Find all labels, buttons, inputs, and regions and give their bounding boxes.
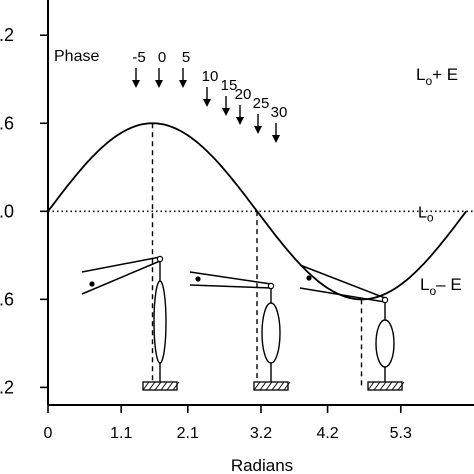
- hatch-line: [283, 381, 291, 391]
- hatch-line: [385, 381, 393, 391]
- phase-label: 0: [158, 49, 166, 66]
- phase-label: 25: [253, 95, 270, 112]
- x-tick-label: 0: [44, 425, 53, 442]
- y-tick-label: .2: [0, 377, 14, 397]
- phase-arrowhead: [254, 126, 262, 134]
- sine-curve: [47, 122, 467, 301]
- upper-label: Lo+ E: [416, 65, 458, 88]
- x-tick-label: 1.1: [110, 425, 132, 442]
- phase-arrowhead: [236, 117, 244, 125]
- hatch-line: [154, 381, 162, 391]
- attachment-point: [156, 255, 164, 263]
- hatch-line: [172, 381, 180, 391]
- hatch-line: [142, 381, 150, 391]
- x-tick-label: 3.2: [250, 425, 272, 442]
- hatch-line: [373, 381, 381, 391]
- y-tick-label: .6: [0, 289, 14, 309]
- lever-lower-edge: [189, 284, 272, 289]
- phase-title: Phase: [54, 48, 99, 65]
- y-tick-label: .2: [0, 25, 14, 45]
- phase-arrowhead: [132, 80, 140, 88]
- base-plate: [253, 381, 289, 391]
- pivot-dot: [195, 276, 201, 282]
- x-axis-label: Radians: [231, 456, 293, 474]
- x-tick-label: 5.3: [390, 425, 412, 442]
- lever-upper-edge: [299, 264, 386, 299]
- x-tick-label: 2.1: [177, 425, 199, 442]
- tick-group: 0 1.1 2.1 3.2 4.2 5.3 .2 .6 .0 .6 .2: [0, 25, 412, 442]
- lever-upper-edge: [81, 256, 161, 273]
- side-labels: Lo+ E Lo– E: [416, 65, 462, 298]
- phase-label: 15: [221, 77, 238, 94]
- attachment-point: [267, 282, 275, 290]
- pivot-dot: [306, 275, 312, 281]
- phase-label: 10: [202, 68, 219, 85]
- muscle-body: [375, 319, 395, 368]
- lever-lower-edge: [299, 287, 386, 303]
- phase-arrowhead: [203, 99, 211, 107]
- lever-lower-edge: [81, 260, 161, 295]
- hatch-line: [277, 381, 285, 391]
- illustration-left: [81, 255, 180, 391]
- attachment-point: [381, 296, 389, 304]
- phase-label: 30: [271, 104, 288, 121]
- hatch-line: [379, 381, 387, 391]
- y-tick-label: .0: [0, 201, 14, 221]
- y-tick-label: .6: [0, 113, 14, 133]
- phase-arrowhead: [155, 80, 163, 88]
- drop-lines: [151, 123, 363, 388]
- phase-label: -5: [132, 49, 145, 66]
- base-plate: [367, 381, 403, 391]
- hatch-line: [148, 381, 156, 391]
- phase-label: 20: [235, 86, 252, 103]
- base-plate: [142, 381, 178, 391]
- phase-label: 5: [182, 49, 190, 66]
- phase-arrowhead: [179, 80, 187, 88]
- hatch-line: [391, 381, 399, 391]
- reference-label: Lo: [418, 204, 434, 224]
- curve-group: [47, 122, 467, 301]
- phase-arrowhead: [222, 108, 230, 116]
- axes: [47, 0, 474, 406]
- lower-label: Lo– E: [420, 275, 462, 298]
- hatch-line: [397, 381, 405, 391]
- hatch-line: [271, 381, 279, 391]
- illustration-middle: [189, 271, 291, 391]
- reference-line-group: Lo: [48, 204, 474, 224]
- phase-arrowhead: [272, 135, 280, 143]
- muscle-body: [153, 280, 167, 364]
- hatch-line: [253, 381, 261, 391]
- pivot-dot: [89, 281, 95, 287]
- muscle-body: [261, 302, 281, 364]
- hatch-line: [259, 381, 267, 391]
- illustration-right: [299, 264, 405, 391]
- lever-upper-edge: [189, 271, 272, 285]
- hatch-line: [160, 381, 168, 391]
- x-tick-label: 4.2: [316, 425, 338, 442]
- hatch-line: [166, 381, 174, 391]
- hatch-line: [367, 381, 375, 391]
- hatch-line: [265, 381, 273, 391]
- muscle-illustrations: [81, 255, 405, 391]
